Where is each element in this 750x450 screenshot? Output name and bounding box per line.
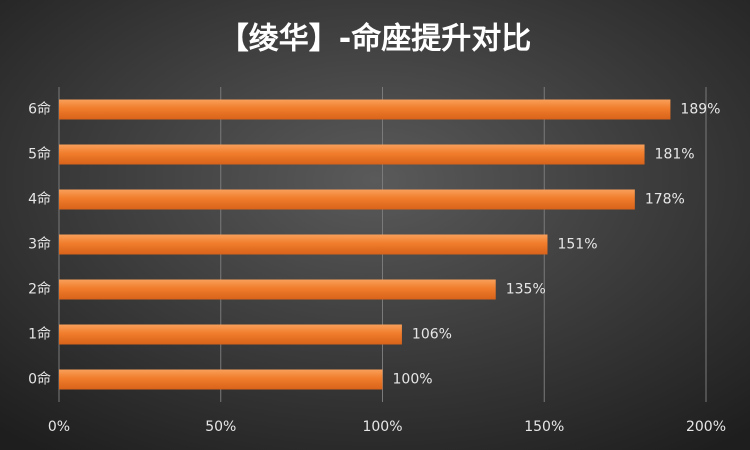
value-label: 189%	[680, 102, 720, 118]
value-label: 178%	[645, 192, 685, 208]
bar	[59, 189, 635, 210]
value-label: 181%	[655, 147, 695, 163]
bar	[59, 144, 645, 165]
bar	[59, 324, 402, 345]
value-label: 100%	[393, 372, 433, 388]
bar	[59, 369, 383, 390]
x-tick-label: 150%	[524, 419, 564, 435]
chart-title: 【绫华】-命座提升对比	[219, 22, 531, 57]
value-label: 151%	[557, 237, 597, 253]
y-tick-label: 6命	[28, 101, 51, 118]
bar	[59, 279, 496, 300]
y-tick-label: 4命	[28, 191, 51, 208]
y-tick-label: 5命	[28, 146, 51, 163]
x-tick-label: 200%	[686, 419, 726, 435]
y-tick-label: 1命	[28, 326, 51, 343]
x-tick-label: 100%	[362, 419, 402, 435]
y-tick-label: 2命	[28, 281, 51, 298]
x-tick-label: 50%	[205, 419, 236, 435]
value-label: 135%	[506, 282, 546, 298]
y-tick-label: 3命	[28, 236, 51, 253]
value-label: 106%	[412, 327, 452, 343]
x-tick-label: 0%	[48, 419, 70, 435]
y-tick-label: 0命	[28, 371, 51, 388]
bar	[59, 234, 548, 255]
bar	[59, 99, 671, 120]
